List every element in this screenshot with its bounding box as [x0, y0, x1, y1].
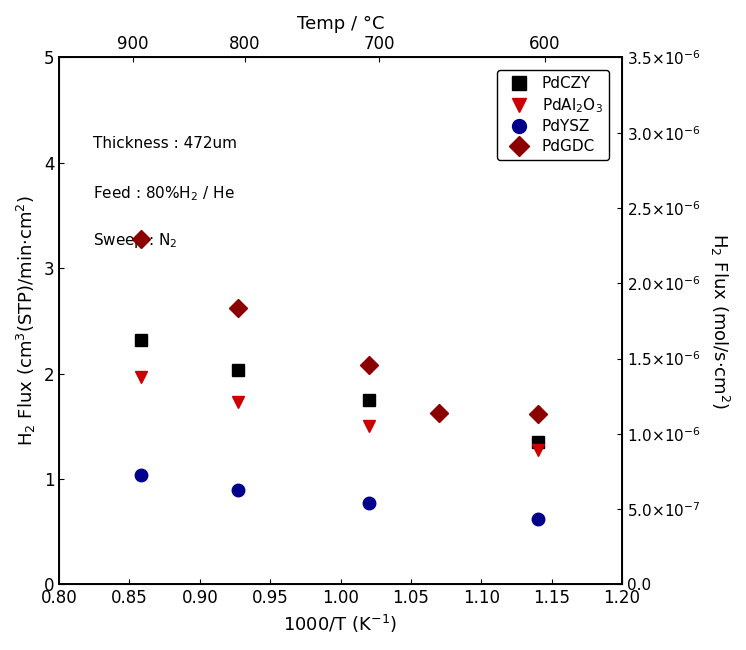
Text: Sweep : N$_2$: Sweep : N$_2$	[93, 231, 178, 250]
Y-axis label: H$_2$ Flux (cm$^3$(STP)/min·cm$^2$): H$_2$ Flux (cm$^3$(STP)/min·cm$^2$)	[15, 196, 38, 447]
X-axis label: 1000/T (K$^{-1}$): 1000/T (K$^{-1}$)	[283, 613, 398, 635]
Y-axis label: H$_2$ Flux (mol/s·cm$^2$): H$_2$ Flux (mol/s·cm$^2$)	[708, 233, 731, 409]
Text: Thickness : 472um: Thickness : 472um	[93, 136, 237, 151]
Legend: PdCZY, PdAl$_2$O$_3$, PdYSZ, PdGDC: PdCZY, PdAl$_2$O$_3$, PdYSZ, PdGDC	[498, 70, 609, 160]
Text: Feed : 80%H$_2$ / He: Feed : 80%H$_2$ / He	[93, 184, 235, 203]
X-axis label: Temp / °C: Temp / °C	[297, 15, 384, 33]
